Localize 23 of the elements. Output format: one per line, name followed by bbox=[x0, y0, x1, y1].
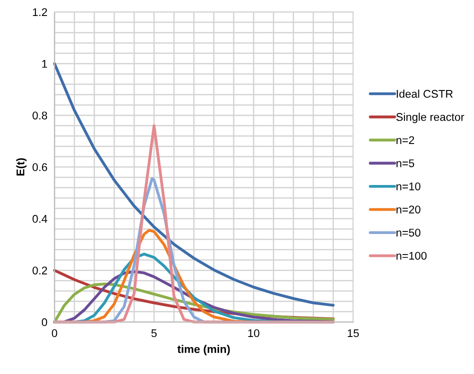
y-tick-label: 1.2 bbox=[32, 8, 48, 16]
legend-label: n=100 bbox=[396, 252, 427, 260]
legend-label: Single reactor bbox=[396, 112, 464, 124]
line-series bbox=[53, 62, 335, 307]
y-axis-title: E(t) bbox=[16, 158, 27, 176]
y-tick-label: 1 bbox=[42, 60, 48, 68]
legend-label: Ideal CSTR bbox=[396, 90, 453, 98]
y-tick-label: 0.6 bbox=[32, 163, 48, 172]
legend-label: n=50 bbox=[396, 228, 420, 237]
line-series bbox=[53, 124, 335, 324]
y-tick-label: 0.8 bbox=[32, 112, 48, 120]
y-tick-label: 0.4 bbox=[32, 214, 48, 223]
x-tick-label: 0 bbox=[52, 329, 58, 338]
x-tick-label: 5 bbox=[151, 329, 157, 338]
legend-label: n=5 bbox=[396, 159, 414, 168]
legend-label: n=2 bbox=[396, 136, 414, 144]
legend-label: n=10 bbox=[396, 182, 420, 190]
x-axis-title: time (min) bbox=[177, 344, 230, 356]
y-tick-label: 0 bbox=[42, 318, 48, 326]
y-tick-label: 0.2 bbox=[32, 266, 48, 274]
x-tick-label: 15 bbox=[348, 329, 359, 338]
legend-label: n=20 bbox=[396, 206, 420, 214]
x-tick-label: 10 bbox=[248, 329, 260, 338]
